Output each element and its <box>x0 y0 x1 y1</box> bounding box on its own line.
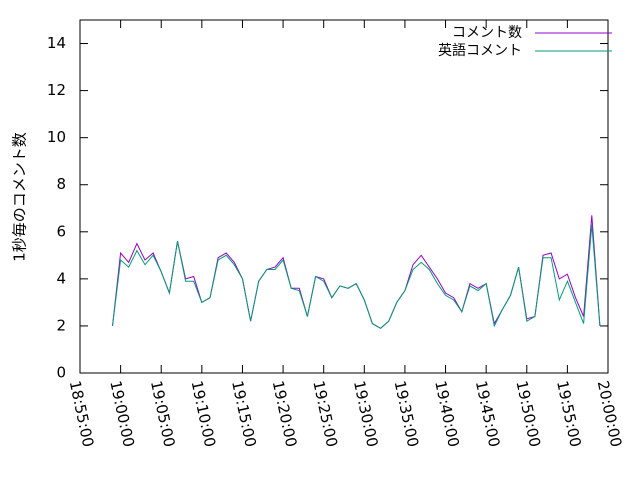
plot-frame <box>79 19 609 374</box>
x-tick-label: 19:50:00 <box>512 379 544 449</box>
y-axis-label: 1秒毎のコメント数 <box>11 132 29 262</box>
x-tick-label: 19:05:00 <box>147 379 179 449</box>
legend-label: 英語コメント <box>438 42 522 59</box>
x-tick-label: 19:35:00 <box>391 379 423 449</box>
y-tick-label: 14 <box>47 34 66 52</box>
x-tick-label: 18:55:00 <box>66 379 98 449</box>
series-line <box>112 215 601 329</box>
y-tick-label: 4 <box>56 269 66 287</box>
legend-label: コメント数 <box>452 25 522 41</box>
x-tick-label: 19:40:00 <box>431 379 463 449</box>
x-tick-label: 19:45:00 <box>472 379 504 449</box>
y-tick-label: 2 <box>56 316 66 334</box>
y-tick-label: 10 <box>47 128 66 146</box>
x-tick-label: 19:55:00 <box>553 379 585 449</box>
x-tick-label: 19:20:00 <box>269 379 301 449</box>
x-tick-label: 20:00:00 <box>594 379 626 449</box>
x-tick-label: 19:30:00 <box>350 379 382 449</box>
y-tick-label: 12 <box>47 81 66 99</box>
y-tick-label: 8 <box>56 175 66 193</box>
y-tick-label: 6 <box>56 222 66 240</box>
series-line <box>112 224 601 329</box>
y-tick-label: 0 <box>56 364 66 382</box>
x-tick-label: 19:10:00 <box>188 379 220 449</box>
x-tick-label: 19:25:00 <box>309 379 341 449</box>
x-tick-label: 19:00:00 <box>106 379 138 449</box>
x-tick-label: 19:15:00 <box>228 379 260 449</box>
